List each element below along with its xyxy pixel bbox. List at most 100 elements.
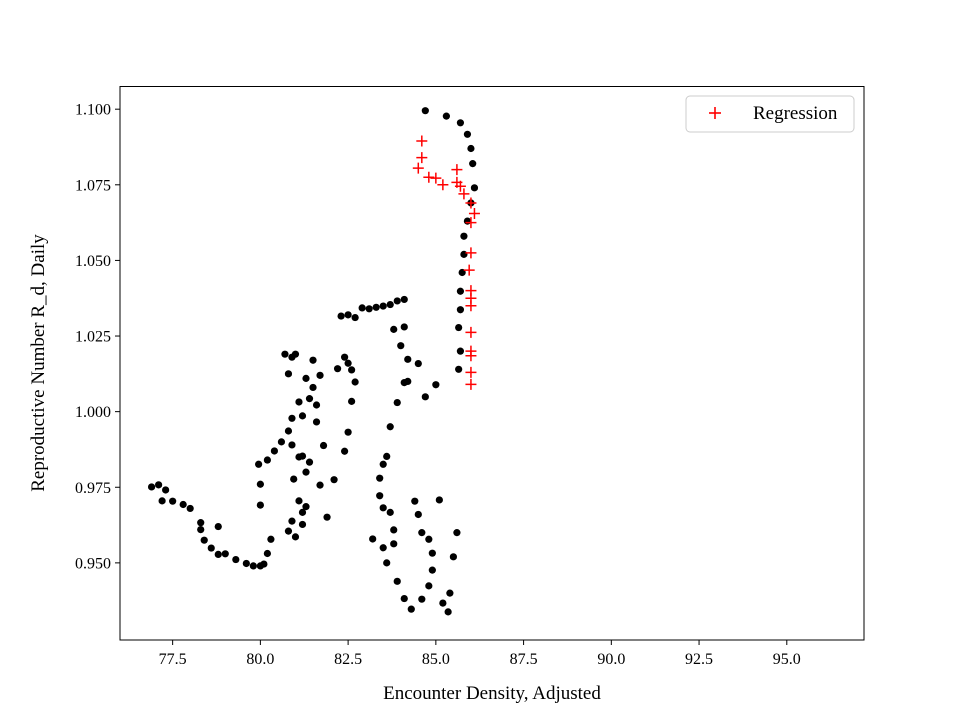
data-point	[344, 428, 352, 436]
x-tick-label: 80.0	[246, 651, 274, 668]
regression-point	[463, 264, 475, 276]
legend-marker-plus-icon	[709, 107, 721, 119]
data-point	[379, 504, 387, 512]
data-point	[316, 371, 324, 379]
x-tick-label: 82.5	[334, 651, 362, 668]
regression-point	[458, 188, 470, 200]
data-point	[456, 119, 465, 127]
data-point	[425, 582, 433, 590]
data-point	[344, 359, 352, 367]
data-point	[197, 519, 205, 527]
data-point	[256, 501, 264, 509]
data-point	[470, 184, 479, 192]
data-point	[281, 350, 289, 358]
data-point	[383, 452, 391, 461]
data-point	[298, 452, 307, 460]
data-point	[383, 559, 391, 567]
data-point	[379, 544, 387, 552]
data-point	[242, 559, 250, 568]
data-point	[260, 560, 268, 568]
data-point	[284, 427, 293, 435]
data-point	[351, 313, 359, 322]
regression-point	[416, 152, 428, 164]
data-point	[386, 423, 394, 431]
data-point	[456, 306, 465, 314]
data-point	[444, 608, 452, 616]
data-point	[455, 365, 463, 373]
data-point	[277, 438, 286, 446]
x-tick-label: 92.5	[685, 651, 713, 668]
data-point	[309, 383, 317, 392]
data-point	[469, 160, 477, 168]
data-point	[333, 365, 342, 373]
data-point	[379, 302, 387, 310]
data-point	[323, 513, 331, 521]
regression-point	[454, 180, 466, 192]
data-point	[267, 535, 275, 543]
data-point	[393, 577, 401, 585]
data-point	[291, 350, 300, 358]
data-point	[232, 555, 240, 564]
data-point	[425, 535, 433, 543]
data-point	[365, 305, 373, 313]
data-point	[379, 460, 387, 468]
data-point	[288, 414, 296, 422]
data-point	[256, 480, 264, 488]
data-point	[421, 393, 429, 401]
data-point	[390, 526, 398, 534]
y-tick-label: 1.075	[75, 177, 111, 194]
data-point	[341, 353, 349, 361]
data-point	[393, 297, 401, 305]
data-point	[284, 370, 293, 378]
data-point	[428, 566, 436, 574]
data-point	[169, 497, 177, 505]
y-tick-label: 0.975	[75, 480, 111, 497]
data-point	[393, 398, 401, 407]
data-point	[348, 397, 356, 405]
data-point	[263, 549, 271, 558]
x-axis-label: Encounter Density, Adjusted	[383, 683, 601, 704]
data-point	[179, 500, 187, 509]
data-point	[298, 520, 307, 529]
data-point	[390, 540, 398, 548]
x-axis: 77.5 80.0 82.5 85.0 87.5 90.0 92.5 95.0	[159, 640, 801, 668]
data-point	[298, 412, 307, 420]
plot-frame	[119, 86, 865, 641]
regression-point	[416, 135, 428, 147]
data-point	[305, 458, 314, 466]
data-point	[432, 381, 440, 389]
regression-series	[412, 135, 480, 390]
data-point	[284, 527, 293, 535]
data-point	[302, 374, 310, 382]
y-tick-label: 1.100	[75, 102, 111, 119]
data-point	[351, 378, 359, 386]
data-point	[376, 474, 384, 482]
data-point	[290, 475, 298, 483]
y-tick-label: 1.025	[75, 329, 111, 346]
x-tick-label: 77.5	[159, 651, 187, 668]
data-point	[162, 486, 170, 494]
regression-point	[465, 326, 477, 338]
data-point	[186, 504, 194, 513]
x-tick-label: 95.0	[773, 651, 801, 668]
regression-point	[465, 350, 477, 362]
data-point	[255, 460, 263, 468]
data-point	[221, 550, 229, 558]
data-point	[386, 300, 394, 309]
data-point	[400, 323, 408, 331]
regression-point	[465, 300, 477, 312]
data-point	[390, 325, 398, 333]
data-point	[249, 562, 257, 570]
data-point	[200, 536, 208, 544]
data-point	[291, 533, 300, 541]
data-point	[155, 481, 163, 489]
y-tick-label: 1.000	[75, 404, 111, 421]
regression-point	[430, 172, 442, 184]
data-point	[414, 510, 422, 519]
data-point	[397, 342, 405, 350]
data-point	[312, 401, 321, 409]
data-point	[305, 395, 314, 403]
data-point	[302, 468, 310, 476]
regression-point	[465, 378, 477, 390]
legend: Regression	[685, 95, 855, 133]
